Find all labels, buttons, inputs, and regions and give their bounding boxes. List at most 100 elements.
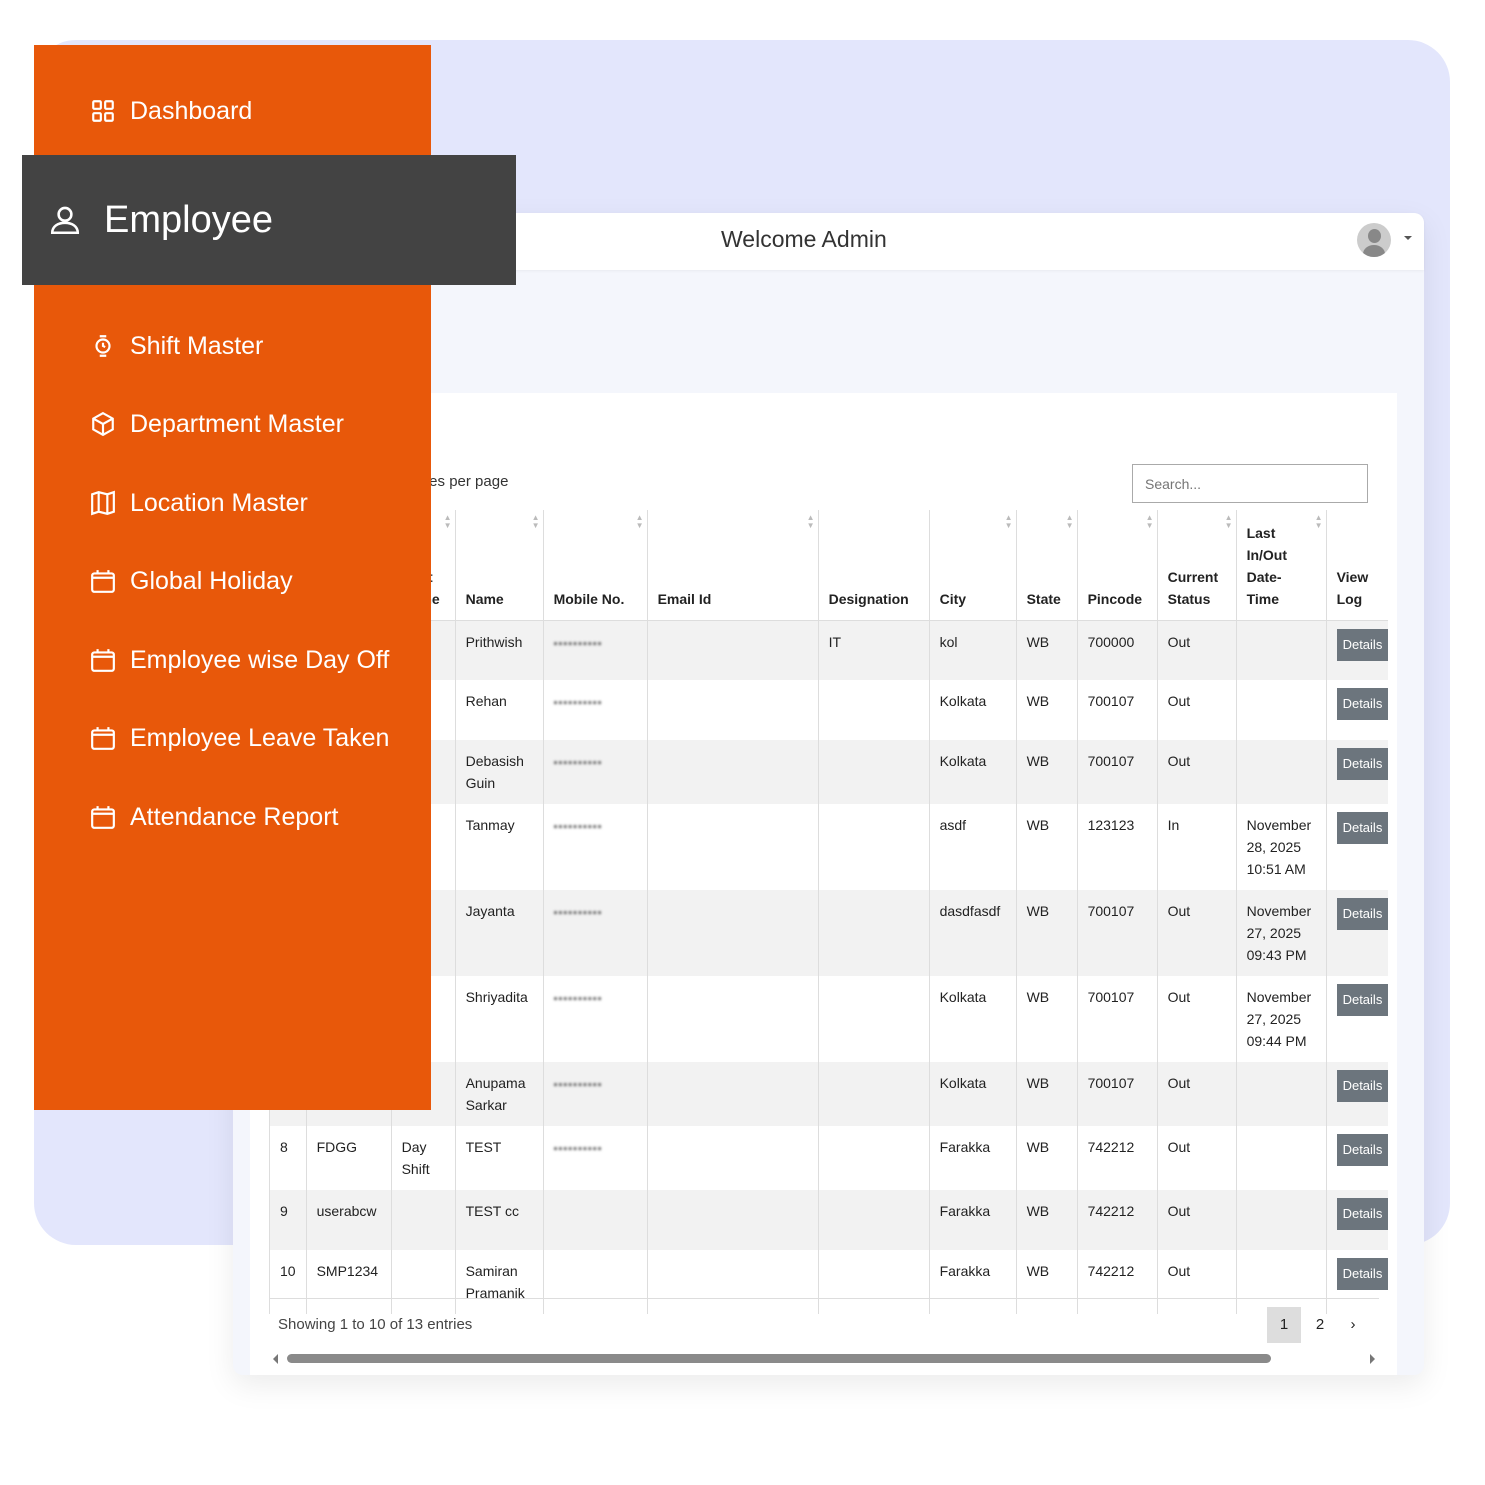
- scroll-left-icon[interactable]: [273, 1354, 278, 1364]
- cell-state: WB: [1015, 680, 1078, 740]
- cell-view: Details: [1325, 804, 1389, 890]
- cell-state: WB: [1015, 976, 1078, 1062]
- page-2-button[interactable]: 2: [1315, 1316, 1325, 1333]
- cell-city: kol: [928, 620, 1017, 680]
- column-header-label: View Log: [1336, 568, 1369, 607]
- cell-city: Farakka: [928, 1190, 1017, 1250]
- cell-name: Jayanta: [454, 890, 544, 976]
- sidebar-item-employee-day-off[interactable]: Employee wise Day Off: [90, 647, 389, 673]
- cell-view: Details: [1325, 1250, 1389, 1314]
- details-button[interactable]: Details: [1336, 1070, 1389, 1102]
- cell-last: [1235, 680, 1327, 740]
- grid-icon: [92, 100, 114, 122]
- cell-code: SMP1234: [305, 1250, 392, 1314]
- search-input[interactable]: [1132, 464, 1368, 503]
- sidebar-item-dashboard[interactable]: Dashboard: [90, 98, 252, 124]
- column-header[interactable]: Last In/Out Date-Time ▲ ▼: [1235, 510, 1327, 621]
- cell-name: Rehan: [454, 680, 544, 740]
- sidebar-item-shift-master[interactable]: Shift Master: [90, 333, 263, 359]
- sort-icon[interactable]: ▲▼: [635, 513, 644, 530]
- calendar-icon: [91, 806, 115, 829]
- sort-icon[interactable]: ▲▼: [1314, 513, 1323, 530]
- cell-no: 9: [269, 1190, 307, 1250]
- cell-email: [646, 680, 819, 740]
- cell-city: Kolkata: [928, 680, 1017, 740]
- cell-email: [646, 804, 819, 890]
- sort-icon[interactable]: ▲▼: [1065, 513, 1074, 530]
- details-button[interactable]: Details: [1336, 748, 1389, 780]
- details-button[interactable]: Details: [1336, 1134, 1389, 1166]
- details-button[interactable]: Details: [1336, 812, 1389, 844]
- cell-last: [1235, 1250, 1327, 1314]
- cell-last: November 27, 2025 09:43 PM: [1235, 890, 1327, 976]
- details-button[interactable]: Details: [1336, 898, 1389, 930]
- cell-city: Kolkata: [928, 1062, 1017, 1126]
- avatar[interactable]: [1357, 223, 1391, 257]
- column-header[interactable]: City ▲ ▼: [928, 510, 1017, 621]
- sort-icon[interactable]: ▲▼: [1224, 513, 1233, 530]
- details-button[interactable]: Details: [1336, 688, 1389, 720]
- sidebar-item-department-master[interactable]: Department Master: [90, 411, 344, 437]
- sort-icon[interactable]: ▲▼: [531, 513, 540, 530]
- column-header-label: Email Id: [657, 590, 712, 607]
- column-header[interactable]: Current Status ▲ ▼: [1156, 510, 1237, 621]
- sort-icon[interactable]: ▲▼: [1145, 513, 1154, 530]
- cell-pincode: 700000: [1076, 620, 1158, 680]
- column-header[interactable]: Designation: [817, 510, 930, 621]
- column-header[interactable]: Pincode ▲ ▼: [1076, 510, 1158, 621]
- cell-state: WB: [1015, 890, 1078, 976]
- cell-email: [646, 740, 819, 804]
- details-button[interactable]: Details: [1336, 1198, 1389, 1230]
- cell-status: Out: [1156, 1126, 1237, 1190]
- column-header-label: Designation: [828, 590, 909, 607]
- cell-status: Out: [1156, 740, 1237, 804]
- details-button[interactable]: Details: [1336, 984, 1389, 1016]
- cell-pincode: 123123: [1076, 804, 1158, 890]
- scroll-right-icon[interactable]: [1370, 1354, 1375, 1364]
- cell-pincode: 700107: [1076, 1062, 1158, 1126]
- column-header[interactable]: Mobile No. ▲ ▼: [542, 510, 648, 621]
- column-header[interactable]: State ▲ ▼: [1015, 510, 1078, 621]
- sort-icon[interactable]: ▲▼: [443, 513, 452, 530]
- column-header[interactable]: View Log: [1325, 510, 1389, 621]
- cell-state: WB: [1015, 1190, 1078, 1250]
- details-button[interactable]: Details: [1336, 628, 1389, 661]
- details-button[interactable]: Details: [1336, 1258, 1389, 1290]
- cell-pincode: 700107: [1076, 976, 1158, 1062]
- column-header[interactable]: Name ▲ ▼: [454, 510, 544, 621]
- table-row: 8 FDGG Day Shift TEST ▪▪▪▪▪▪▪▪▪▪ Farakka WB 742…: [269, 1126, 1389, 1190]
- sidebar-item-global-holiday[interactable]: Global Holiday: [90, 568, 293, 594]
- cell-designation: [817, 804, 930, 890]
- cell-mobile: ▪▪▪▪▪▪▪▪▪▪: [542, 680, 648, 740]
- sidebar-item-label: Employee Leave Taken: [130, 723, 390, 752]
- sidebar-item-employee[interactable]: Employee: [22, 155, 516, 285]
- table-divider: [269, 1298, 1379, 1299]
- calendar-icon: [91, 649, 115, 672]
- sort-icon[interactable]: ▲▼: [1004, 513, 1013, 530]
- cell-status: Out: [1156, 1190, 1237, 1250]
- cell-status: In: [1156, 804, 1237, 890]
- sidebar-item-attendance-report[interactable]: Attendance Report: [90, 804, 338, 830]
- column-header[interactable]: Email Id ▲ ▼: [646, 510, 819, 621]
- watch-icon: [95, 335, 111, 357]
- next-page-button[interactable]: ›: [1350, 1316, 1356, 1333]
- cell-designation: [817, 890, 930, 976]
- cell-email: [646, 1250, 819, 1314]
- cell-mobile: ▪▪▪▪▪▪▪▪▪▪: [542, 890, 648, 976]
- cell-name: Prithwish: [454, 620, 544, 680]
- cell-name: TEST: [454, 1126, 544, 1190]
- sort-icon[interactable]: ▲▼: [806, 513, 815, 530]
- horizontal-scrollbar[interactable]: [269, 1351, 1379, 1367]
- cube-icon: [92, 411, 114, 437]
- cell-shift: [390, 1250, 456, 1314]
- sidebar-item-location-master[interactable]: Location Master: [90, 490, 308, 516]
- page-1-button[interactable]: 1: [1267, 1307, 1301, 1343]
- sidebar-item-employee-leave-taken[interactable]: Employee Leave Taken: [90, 725, 389, 751]
- scrollbar-thumb[interactable]: [287, 1354, 1271, 1363]
- chevron-down-icon[interactable]: [1404, 236, 1412, 244]
- cell-status: Out: [1156, 1062, 1237, 1126]
- map-icon: [91, 490, 115, 516]
- cell-pincode: 742212: [1076, 1250, 1158, 1314]
- employee-table: #▲▼Shift Name▲▼Name▲▼Mobile No.▲▼Email I…: [269, 510, 1389, 1314]
- cell-code: FDGG: [305, 1126, 392, 1190]
